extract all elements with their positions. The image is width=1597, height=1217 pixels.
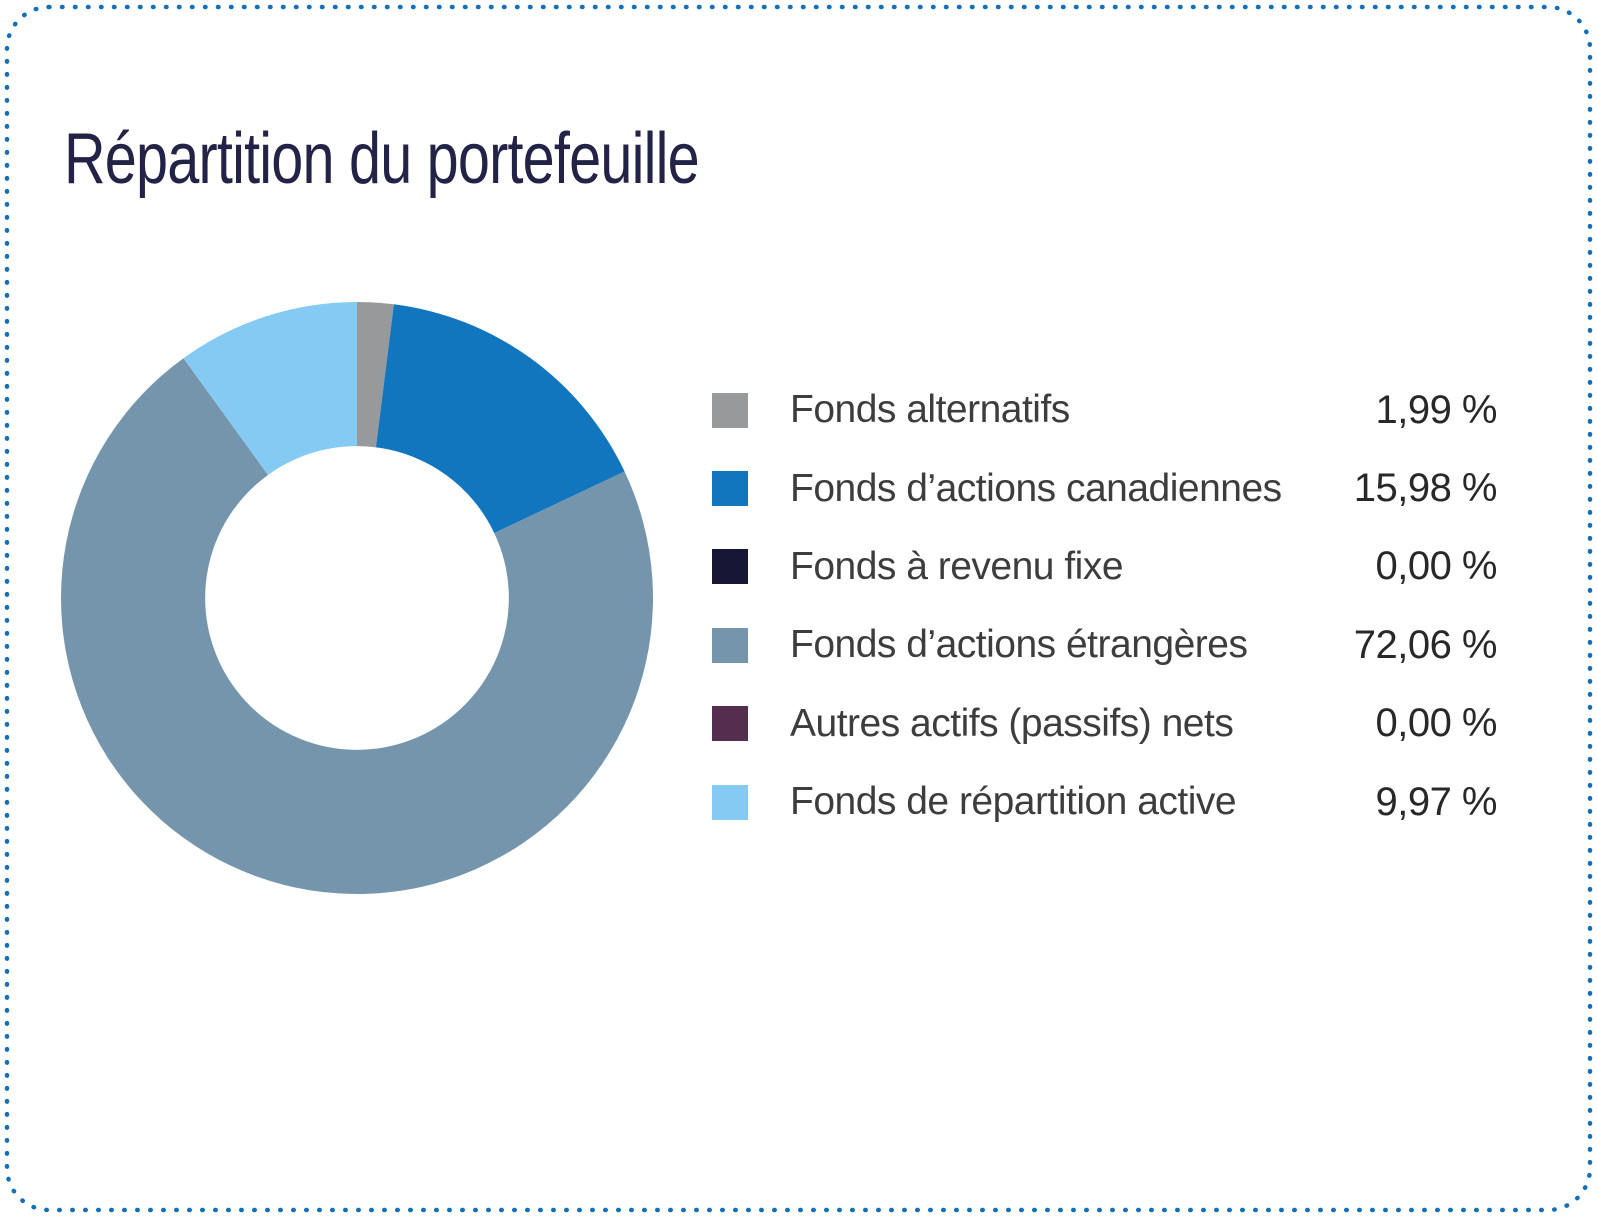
legend-item: Fonds d’actions étrangères 72,06 % bbox=[712, 606, 1498, 684]
legend-value: 1,99 % bbox=[1375, 387, 1497, 432]
legend-swatch bbox=[712, 471, 748, 507]
legend-swatch bbox=[712, 392, 748, 428]
legend-item: Autres actifs (passifs) nets 0,00 % bbox=[712, 685, 1497, 763]
legend-value: 0,00 % bbox=[1375, 544, 1497, 589]
chart-title: Répartition du portefeuille bbox=[64, 119, 700, 199]
donut-segment-3 bbox=[61, 358, 653, 894]
legend-item: Fonds d’actions canadiennes 15,98 % bbox=[712, 449, 1498, 527]
legend-label: Fonds de répartition active bbox=[790, 780, 1237, 824]
donut-segment-0 bbox=[357, 302, 394, 448]
legend-label: Fonds alternatifs bbox=[790, 388, 1070, 432]
legend-swatch bbox=[712, 627, 748, 663]
donut-segment-5 bbox=[183, 302, 357, 475]
legend-label: Fonds d’actions canadiennes bbox=[790, 466, 1282, 510]
legend-swatch bbox=[712, 706, 748, 742]
legend-item: Fonds à revenu fixe 0,00 % bbox=[712, 528, 1497, 606]
legend-value: 9,97 % bbox=[1375, 779, 1497, 824]
donut-segment-1 bbox=[375, 304, 625, 534]
legend-swatch bbox=[712, 549, 748, 585]
donut-chart bbox=[61, 302, 653, 894]
legend-label: Fonds à revenu fixe bbox=[790, 544, 1124, 588]
legend-value: 72,06 % bbox=[1353, 622, 1498, 667]
legend-item: Fonds de répartition active 9,97 % bbox=[712, 763, 1497, 841]
legend-swatch bbox=[712, 784, 748, 820]
legend: Fonds alternatifs 1,99 % Fonds d’actions c… bbox=[712, 371, 1498, 841]
legend-item: Fonds alternatifs 1,99 % bbox=[712, 371, 1497, 449]
legend-label: Fonds d’actions étrangères bbox=[790, 623, 1248, 667]
legend-value: 15,98 % bbox=[1353, 466, 1498, 511]
legend-value: 0,00 % bbox=[1375, 701, 1497, 746]
legend-label: Autres actifs (passifs) nets bbox=[790, 701, 1234, 745]
